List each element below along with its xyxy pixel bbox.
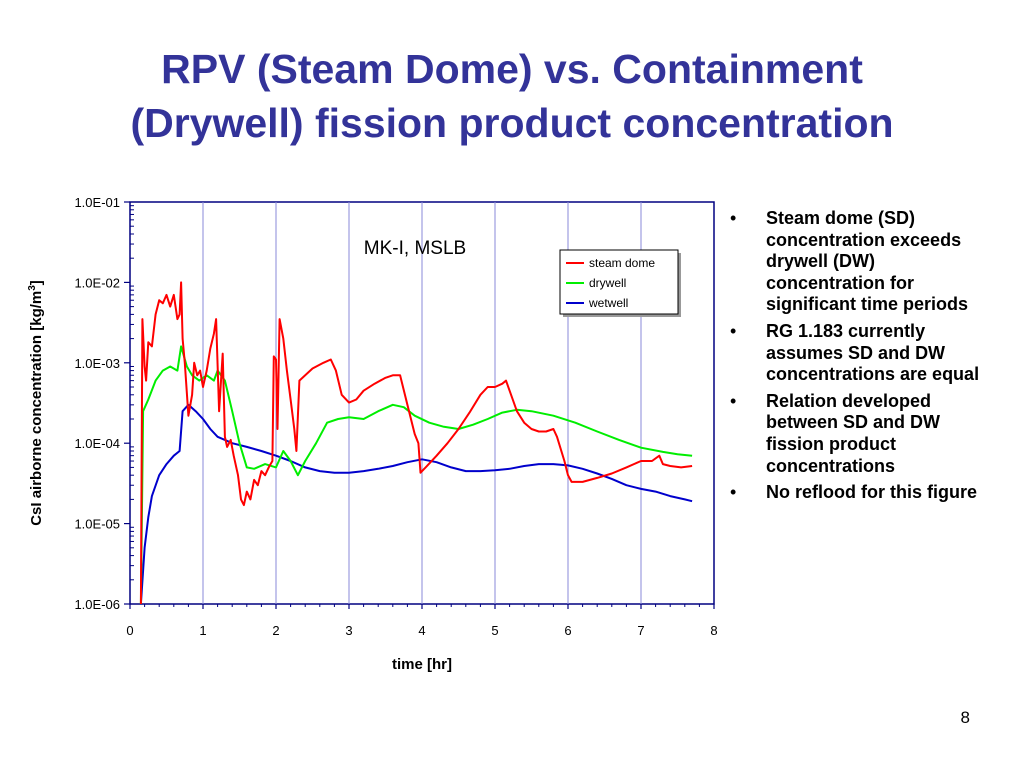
legend-label: drywell (589, 276, 626, 290)
y-axis-title: CsI airborne concentration [kg/m3] (27, 280, 45, 526)
x-tick-label: 6 (564, 623, 571, 638)
y-tick-label: 1.0E-04 (74, 436, 120, 451)
x-tick-label: 1 (199, 623, 206, 638)
y-tick-label: 1.0E-05 (74, 517, 120, 532)
y-tick-label: 1.0E-02 (74, 275, 120, 290)
page-number: 8 (960, 708, 970, 727)
x-tick-label: 3 (345, 623, 352, 638)
y-axis-title-end: ] (28, 280, 45, 285)
y-axis-title-superscript: 3 (27, 285, 38, 291)
slide-title: RPV (Steam Dome) vs. Containment (Drywel… (30, 42, 994, 150)
y-tick-label: 1.0E-01 (74, 195, 120, 210)
x-tick-label: 8 (710, 623, 717, 638)
y-tick-label: 1.0E-03 (74, 356, 120, 371)
title-line-2: (Drywell) fission product concentration (130, 100, 894, 146)
legend-label: wetwell (588, 296, 628, 310)
x-tick-label: 7 (637, 623, 644, 638)
y-tick-label: 1.0E-06 (74, 597, 120, 612)
series-line-drywell (139, 345, 693, 604)
legend-label: steam dome (589, 256, 655, 270)
x-tick-label: 2 (272, 623, 279, 638)
bullet-item: RG 1.183 currently assumes SD and DW con… (728, 321, 996, 386)
x-tick-label: 4 (418, 623, 425, 638)
chart-annotation: MK-I, MSLB (364, 238, 466, 259)
series-group (139, 281, 693, 604)
title-line-1: RPV (Steam Dome) vs. Containment (161, 46, 863, 92)
x-tick-label: 5 (491, 623, 498, 638)
series-line-wetwell (139, 403, 693, 604)
bullet-item: No reflood for this figure (728, 482, 996, 504)
bullet-item: Relation developed between SD and DW fis… (728, 391, 996, 477)
series-line-steam-dome (139, 281, 693, 604)
x-axis-title: time [hr] (392, 656, 452, 673)
bullet-item: Steam dome (SD) concentration exceeds dr… (728, 208, 996, 316)
x-tick-label: 0 (126, 623, 133, 638)
y-axis-title-main: CsI airborne concentration [kg/m (28, 291, 45, 526)
bullet-list: Steam dome (SD) concentration exceeds dr… (728, 208, 996, 509)
